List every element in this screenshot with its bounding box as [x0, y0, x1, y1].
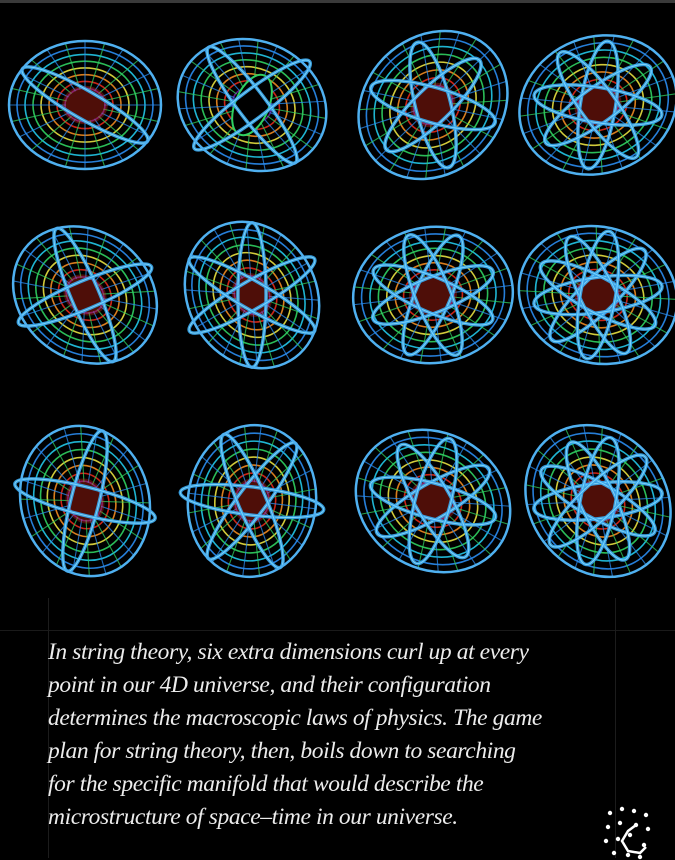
logo-dot [637, 854, 643, 860]
manifold-shape [518, 34, 675, 176]
manifold-shape [351, 225, 515, 365]
caption-line: plan for string theory, then, boils down… [48, 738, 516, 764]
caption-text: In string theory, six extra dimensions c… [48, 636, 638, 834]
logo-dot [641, 842, 647, 848]
logo-dot [627, 832, 633, 838]
manifold-shape [354, 428, 512, 574]
manifold-illustration [7, 29, 675, 579]
caption-line: for the specific manifold that would des… [48, 771, 484, 797]
top-bar [0, 0, 675, 3]
frame-divider [0, 630, 675, 631]
manifold-shape [13, 424, 157, 578]
logo-dot [631, 808, 637, 814]
logo-dot [617, 820, 623, 826]
molecule-dots-icon [603, 806, 651, 860]
logo-dot [603, 838, 609, 844]
manifold-shape [357, 29, 509, 181]
frame-left-edge [48, 598, 49, 858]
caption-line: point in our 4D universe, and their conf… [48, 672, 491, 698]
manifold-shape [176, 37, 328, 173]
caption-line: microstructure of space–time in our univ… [48, 804, 458, 830]
manifold-shape [7, 39, 163, 171]
logo-dot [643, 812, 649, 818]
manifold-shape [517, 224, 675, 366]
manifold-shape [183, 220, 321, 370]
logo-dot [619, 806, 625, 812]
manifold-shape [524, 423, 672, 579]
logo-hexagon [620, 824, 647, 855]
logo-dot [607, 810, 613, 816]
logo-dot [645, 826, 651, 832]
caption-line: In string theory, six extra dimensions c… [48, 639, 529, 665]
frame-right-edge [615, 598, 616, 858]
logo-dot [615, 836, 621, 842]
caption-line: determines the macroscopic laws of physi… [48, 705, 542, 731]
logo-dot [605, 824, 611, 830]
manifold-shape [178, 423, 326, 579]
logo-dot [611, 850, 617, 856]
logo-dot [625, 852, 631, 858]
manifold-shape [11, 225, 159, 365]
